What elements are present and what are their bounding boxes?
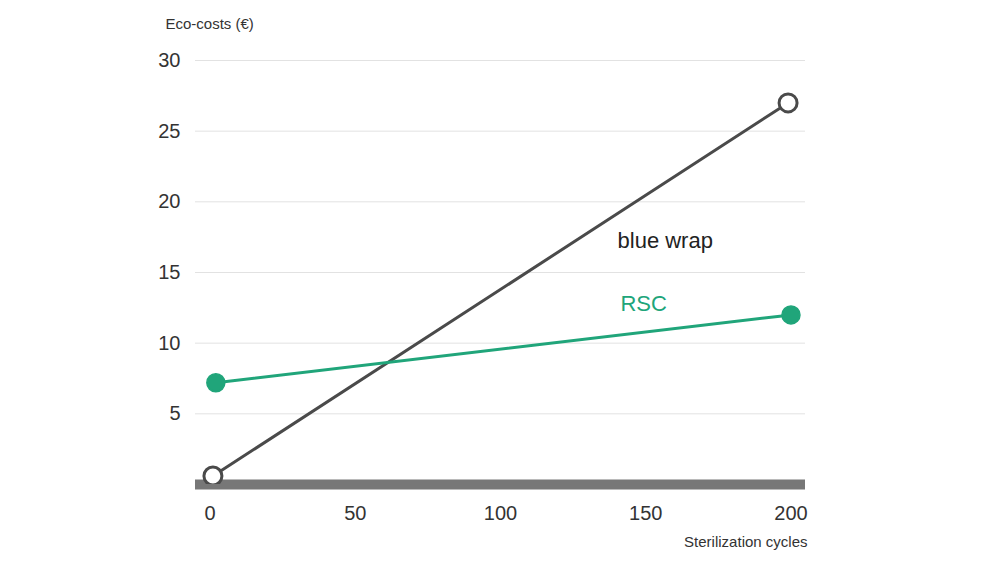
svg-text:10: 10: [158, 332, 180, 354]
svg-text:15: 15: [158, 261, 180, 283]
svg-text:25: 25: [158, 120, 180, 142]
svg-text:0: 0: [204, 502, 215, 524]
svg-text:blue wrap: blue wrap: [618, 228, 713, 253]
svg-text:50: 50: [344, 502, 366, 524]
svg-text:100: 100: [484, 502, 517, 524]
svg-text:200: 200: [774, 502, 807, 524]
svg-text:20: 20: [158, 190, 180, 212]
svg-text:Eco-costs (€): Eco-costs (€): [166, 15, 254, 32]
svg-text:5: 5: [169, 402, 180, 424]
svg-text:30: 30: [158, 49, 180, 71]
svg-text:Sterilization cycles: Sterilization cycles: [684, 533, 807, 550]
svg-text:RSC: RSC: [620, 291, 667, 316]
svg-text:150: 150: [629, 502, 662, 524]
